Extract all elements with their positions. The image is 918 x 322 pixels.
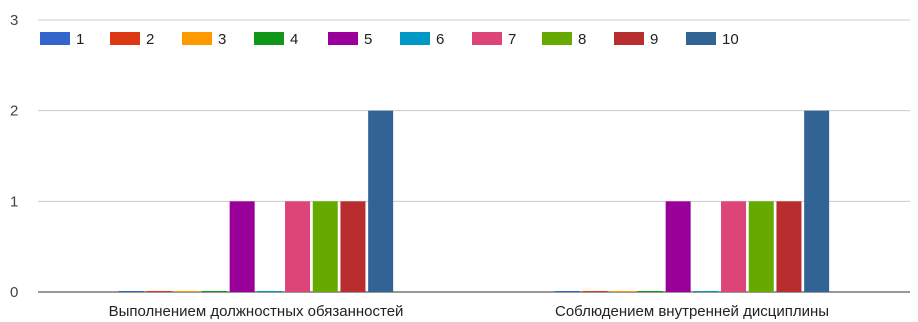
legend-swatch-9 [614, 32, 644, 45]
y-tick-label: 1 [10, 193, 18, 210]
legend-swatch-1 [40, 32, 70, 45]
bar-series-3-1 [174, 291, 200, 292]
y-tick-label: 2 [10, 103, 18, 120]
legend-swatch-7 [472, 32, 502, 45]
bar-series-6-1 [257, 291, 283, 292]
legend-swatch-5 [328, 32, 358, 45]
bar-series-8-1 [312, 201, 338, 292]
bar-series-10-2 [804, 110, 830, 293]
legend-label-5: 5 [364, 31, 372, 48]
legend-label-10: 10 [722, 31, 739, 48]
x-category-label: Выполнением должностных обязанностей [109, 303, 404, 320]
bar-series-1-1 [118, 291, 144, 292]
legend-label-9: 9 [650, 31, 658, 48]
legend: 1 2 3 4 5 6 7 8 9 10 [40, 31, 739, 48]
x-axis-labels: Выполнением должностных обязанностей Собл… [109, 303, 829, 320]
bars [118, 110, 830, 293]
bar-series-1-2 [554, 291, 580, 292]
legend-swatch-10 [686, 32, 716, 45]
legend-label-1: 1 [76, 31, 84, 48]
legend-swatch-3 [182, 32, 212, 45]
bar-series-9-2 [776, 201, 802, 292]
y-tick-label: 3 [10, 12, 18, 29]
bar-series-4-1 [201, 291, 227, 292]
legend-label-4: 4 [290, 31, 298, 48]
legend-label-7: 7 [508, 31, 516, 48]
bar-series-7-1 [285, 201, 311, 292]
legend-swatch-8 [542, 32, 572, 45]
bar-series-6-2 [693, 291, 719, 292]
legend-label-8: 8 [578, 31, 586, 48]
legend-swatch-2 [110, 32, 140, 45]
bar-series-5-1 [229, 201, 255, 292]
y-axis-ticks: 0 1 2 3 [10, 12, 18, 301]
legend-swatch-6 [400, 32, 430, 45]
legend-label-6: 6 [436, 31, 444, 48]
legend-label-2: 2 [146, 31, 154, 48]
bar-series-7-2 [721, 201, 747, 292]
bar-series-9-1 [340, 201, 366, 292]
y-tick-label: 0 [10, 284, 18, 301]
bar-series-10-1 [368, 110, 394, 293]
bar-series-2-2 [582, 291, 608, 292]
x-category-label: Соблюдением внутренней дисциплины [555, 303, 829, 320]
bar-series-4-2 [637, 291, 663, 292]
bar-series-5-2 [665, 201, 691, 292]
legend-label-3: 3 [218, 31, 226, 48]
legend-swatch-4 [254, 32, 284, 45]
bar-series-3-2 [610, 291, 636, 292]
bar-series-2-1 [146, 291, 172, 292]
bar-series-8-2 [748, 201, 774, 292]
